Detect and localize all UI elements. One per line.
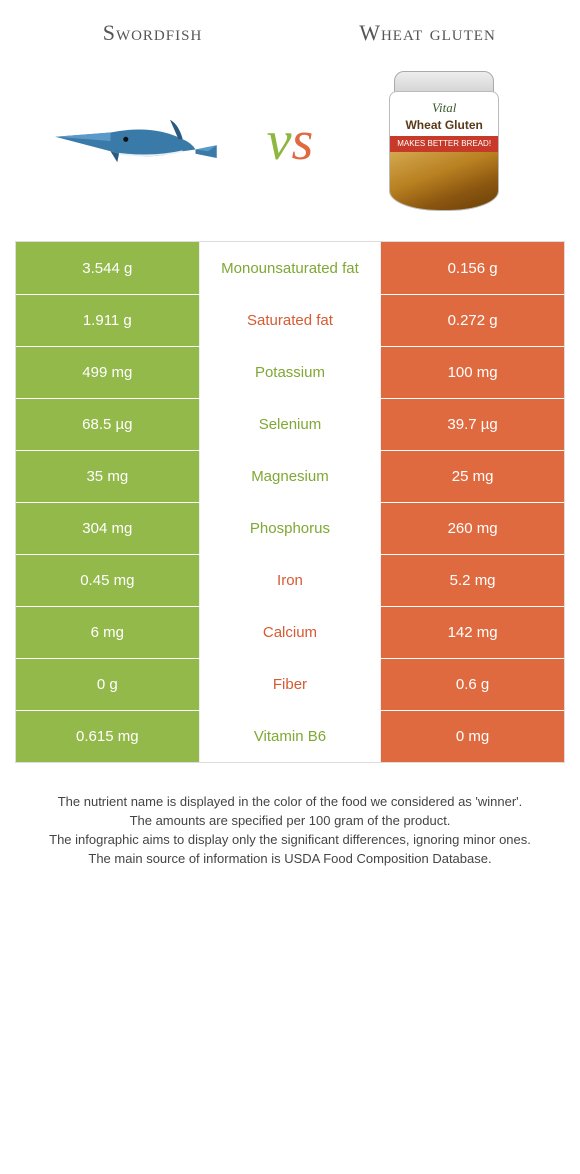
right-value: 39.7 µg bbox=[381, 399, 564, 450]
right-image-slot: Vital Wheat Gluten MAKES BETTER BREAD! bbox=[323, 61, 565, 221]
nutrient-name: Phosphorus bbox=[199, 503, 382, 554]
left-value: 3.544 g bbox=[16, 242, 199, 294]
header-row: Swordfish Wheat gluten bbox=[15, 20, 565, 46]
vs-s: s bbox=[292, 110, 314, 172]
table-row: 3.544 gMonounsaturated fat0.156 g bbox=[16, 242, 564, 294]
jar-band: MAKES BETTER BREAD! bbox=[390, 136, 498, 152]
table-row: 1.911 gSaturated fat0.272 g bbox=[16, 294, 564, 346]
nutrient-name: Selenium bbox=[199, 399, 382, 450]
left-value: 499 mg bbox=[16, 347, 199, 398]
table-row: 499 mgPotassium100 mg bbox=[16, 346, 564, 398]
right-value: 260 mg bbox=[381, 503, 564, 554]
vs-label: vs bbox=[267, 113, 314, 169]
right-value: 0.6 g bbox=[381, 659, 564, 710]
right-value: 5.2 mg bbox=[381, 555, 564, 606]
header-right: Wheat gluten bbox=[290, 20, 565, 46]
jar-label-top: Vital bbox=[390, 100, 498, 116]
footer-line: The nutrient name is displayed in the co… bbox=[35, 793, 545, 812]
footer-line: The amounts are specified per 100 gram o… bbox=[35, 812, 545, 831]
left-value: 0.45 mg bbox=[16, 555, 199, 606]
footer-notes: The nutrient name is displayed in the co… bbox=[15, 793, 565, 868]
vs-v: v bbox=[267, 110, 292, 172]
left-value: 0 g bbox=[16, 659, 199, 710]
left-value: 1.911 g bbox=[16, 295, 199, 346]
table-row: 35 mgMagnesium25 mg bbox=[16, 450, 564, 502]
left-image-slot bbox=[15, 61, 257, 221]
nutrient-table: 3.544 gMonounsaturated fat0.156 g1.911 g… bbox=[15, 241, 565, 763]
nutrient-name: Fiber bbox=[199, 659, 382, 710]
right-value: 100 mg bbox=[381, 347, 564, 398]
right-value: 0.156 g bbox=[381, 242, 564, 294]
jar-label-main: Wheat Gluten bbox=[390, 118, 498, 132]
nutrient-name: Saturated fat bbox=[199, 295, 382, 346]
left-value: 6 mg bbox=[16, 607, 199, 658]
table-row: 0 gFiber0.6 g bbox=[16, 658, 564, 710]
wheat-gluten-jar-icon: Vital Wheat Gluten MAKES BETTER BREAD! bbox=[384, 71, 504, 211]
nutrient-name: Magnesium bbox=[199, 451, 382, 502]
table-row: 0.615 mgVitamin B60 mg bbox=[16, 710, 564, 762]
header-left: Swordfish bbox=[15, 20, 290, 46]
table-row: 6 mgCalcium142 mg bbox=[16, 606, 564, 658]
table-row: 68.5 µgSelenium39.7 µg bbox=[16, 398, 564, 450]
left-value: 35 mg bbox=[16, 451, 199, 502]
table-row: 304 mgPhosphorus260 mg bbox=[16, 502, 564, 554]
right-value: 25 mg bbox=[381, 451, 564, 502]
right-value: 142 mg bbox=[381, 607, 564, 658]
right-value: 0.272 g bbox=[381, 295, 564, 346]
right-value: 0 mg bbox=[381, 711, 564, 762]
footer-line: The main source of information is USDA F… bbox=[35, 850, 545, 869]
nutrient-name: Vitamin B6 bbox=[199, 711, 382, 762]
nutrient-name: Monounsaturated fat bbox=[199, 242, 382, 294]
table-row: 0.45 mgIron5.2 mg bbox=[16, 554, 564, 606]
left-value: 304 mg bbox=[16, 503, 199, 554]
footer-line: The infographic aims to display only the… bbox=[35, 831, 545, 850]
image-row: vs Vital Wheat Gluten MAKES BETTER BREAD… bbox=[15, 61, 565, 221]
swordfish-icon bbox=[51, 96, 221, 186]
nutrient-name: Iron bbox=[199, 555, 382, 606]
left-value: 68.5 µg bbox=[16, 399, 199, 450]
left-value: 0.615 mg bbox=[16, 711, 199, 762]
nutrient-name: Calcium bbox=[199, 607, 382, 658]
nutrient-name: Potassium bbox=[199, 347, 382, 398]
